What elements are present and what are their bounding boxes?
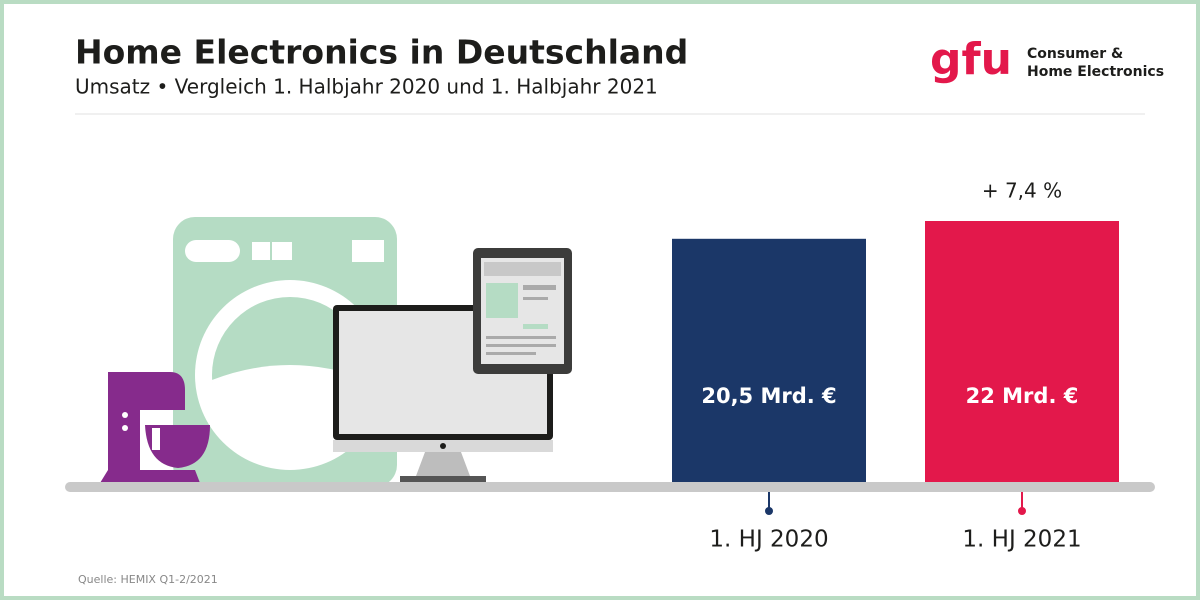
category-dot: [1018, 507, 1026, 515]
category-dot: [765, 507, 773, 515]
logo-text: Home Electronics: [1027, 64, 1164, 80]
bar: [672, 238, 866, 482]
logo-mark: gfu: [930, 34, 1012, 85]
value-label: 22 Mrd. €: [966, 384, 1079, 408]
title: Home Electronics in Deutschland: [75, 33, 688, 72]
value-label: 20,5 Mrd. €: [701, 384, 836, 408]
x-tick-label: 1. HJ 2020: [709, 527, 828, 553]
source: Quelle: HEMIX Q1-2/2021: [78, 573, 218, 586]
x-tick-label: 1. HJ 2021: [962, 527, 1081, 553]
illustration: [100, 217, 572, 487]
bar: [925, 221, 1119, 482]
annotation: + 7,4 %: [982, 179, 1062, 203]
subtitle: Umsatz • Vergleich 1. Halbjahr 2020 und …: [75, 75, 658, 99]
logo-text: Consumer &: [1027, 46, 1123, 62]
